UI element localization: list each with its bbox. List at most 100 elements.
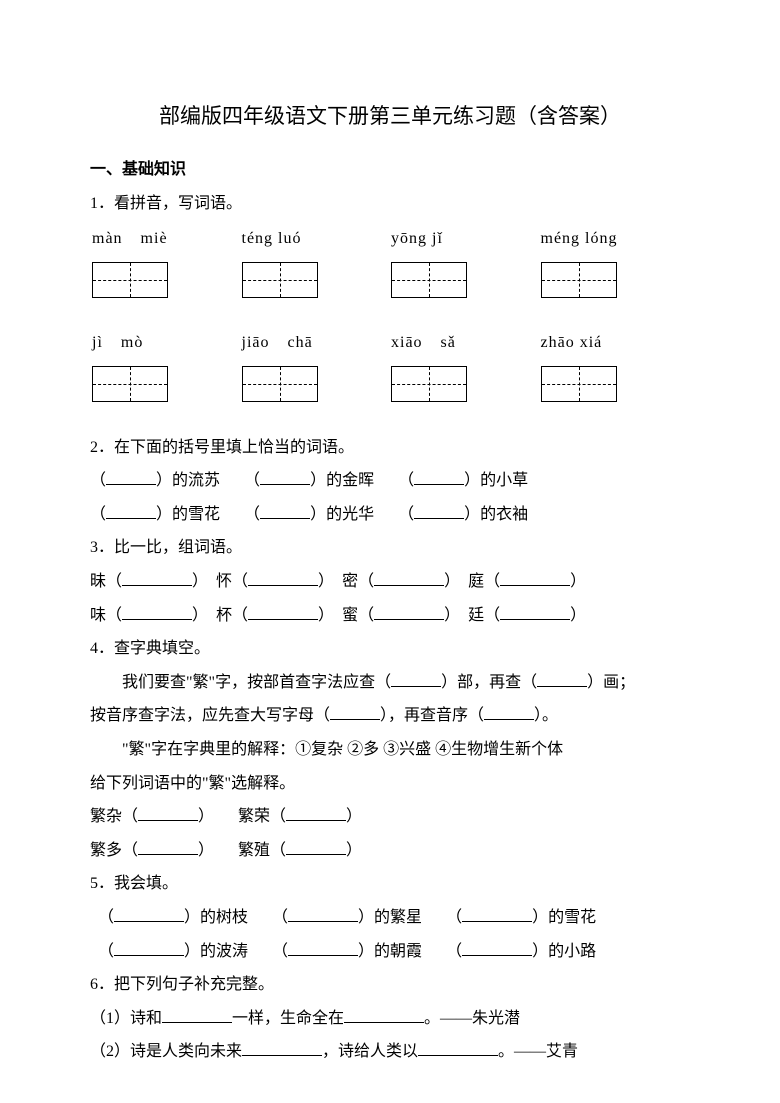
pinyin: màn (92, 230, 123, 247)
pinyin: miè (141, 230, 168, 247)
label: 。——艾青 (498, 1043, 578, 1060)
q2-text: 2．在下面的括号里填上恰当的词语。 (90, 431, 690, 465)
q4-line3: "繁"字在字典里的解释：①复杂 ②多 ③兴盛 ④生物增生新个体 (90, 733, 690, 767)
label: （1）诗和 (90, 1010, 162, 1027)
label: ）的小路 (532, 943, 596, 960)
fill-blank[interactable] (242, 1039, 322, 1056)
fill-blank[interactable] (462, 939, 532, 956)
label: 昧（ (90, 573, 122, 590)
fill-blank[interactable] (260, 502, 310, 519)
label: 杯（ (216, 607, 248, 624)
pinyin-cell: jìmò (92, 326, 242, 360)
label: ）的树枝 (184, 909, 248, 926)
fill-blank[interactable] (162, 1006, 232, 1023)
pinyin: xiāo (391, 334, 423, 351)
page-title: 部编版四年级语文下册第三单元练习题（含答案） (90, 95, 690, 139)
q3-line2: 味（） 杯（） 蜜（） 廷（） (90, 599, 690, 633)
char-box[interactable] (92, 262, 168, 298)
fill-blank[interactable] (391, 670, 441, 687)
label: 的小草 (480, 472, 528, 489)
fill-blank[interactable] (260, 468, 310, 485)
label: 繁多（ (90, 842, 138, 859)
label: 繁杂（ (90, 808, 138, 825)
label: 繁殖（ (238, 842, 286, 859)
pinyin: jì (92, 334, 103, 351)
pinyin: sǎ (441, 334, 456, 351)
label: 的光华 (326, 506, 374, 523)
fill-blank[interactable] (344, 1006, 424, 1023)
fill-blank[interactable] (418, 1039, 498, 1056)
pinyin-row-2: jìmò jiāo chā xiāo sǎ zhāo xiá (90, 326, 690, 360)
fill-blank[interactable] (248, 569, 318, 586)
fill-blank[interactable] (122, 603, 192, 620)
label: ）的繁星 (358, 909, 422, 926)
label: ）的雪花 (532, 909, 596, 926)
char-box[interactable] (242, 262, 318, 298)
q5-line2: （）的波涛 （）的朝霞 （）的小路 (90, 935, 690, 969)
fill-blank[interactable] (248, 603, 318, 620)
q1-text: 1．看拼音，写词语。 (90, 187, 690, 221)
fill-blank[interactable] (374, 569, 444, 586)
fill-blank[interactable] (286, 804, 346, 821)
fill-blank[interactable] (537, 670, 587, 687)
fill-blank[interactable] (138, 838, 198, 855)
char-box[interactable] (391, 366, 467, 402)
char-box[interactable] (541, 366, 617, 402)
fill-blank[interactable] (500, 569, 570, 586)
char-box[interactable] (541, 262, 617, 298)
fill-blank[interactable] (122, 569, 192, 586)
label: 蜜（ (342, 607, 374, 624)
label: 的雪花 (172, 506, 220, 523)
label: 。——朱光潜 (424, 1010, 520, 1027)
label: 按音序查字法，应先查大写字母（ (90, 707, 330, 724)
fill-blank[interactable] (374, 603, 444, 620)
fill-blank[interactable] (288, 905, 358, 922)
fill-blank[interactable] (106, 468, 156, 485)
label: 密（ (342, 573, 374, 590)
pinyin-cell: màn miè (92, 222, 242, 256)
label: ）的波涛 (184, 943, 248, 960)
label: 一样，生命全在 (232, 1010, 344, 1027)
pinyin-cell: méng lóng (541, 222, 691, 256)
char-box[interactable] (242, 366, 318, 402)
fill-blank[interactable] (330, 703, 380, 720)
label: ）。 (534, 707, 558, 724)
fill-blank[interactable] (114, 905, 184, 922)
label: 的流苏 (172, 472, 220, 489)
pinyin: chā (288, 334, 313, 351)
pinyin-row-1: mànmiè téng luó yōng jǐ méng lóng (90, 222, 690, 256)
q2-line1: （）的流苏 （）的金晖 （）的小草 (90, 464, 690, 498)
fill-blank[interactable] (288, 939, 358, 956)
label: ）画； (587, 674, 635, 691)
q4-line6: 繁多（） 繁殖（） (90, 834, 690, 868)
label: ，诗给人类以 (322, 1043, 418, 1060)
label: 庭（ (468, 573, 500, 590)
fill-blank[interactable] (484, 703, 534, 720)
fill-blank[interactable] (114, 939, 184, 956)
fill-blank[interactable] (106, 502, 156, 519)
pinyin-cell: jiāo chā (242, 326, 392, 360)
q5-text: 5．我会填。 (90, 867, 690, 901)
char-box[interactable] (92, 366, 168, 402)
boxes-row-2 (90, 366, 690, 415)
boxes-row-1 (90, 262, 690, 311)
q3-line1: 昧（） 怀（） 密（） 庭（） (90, 565, 690, 599)
pinyin-cell: téng luó (242, 222, 392, 256)
pinyin: jiāo (242, 334, 270, 351)
label: 廷（ (468, 607, 500, 624)
section-heading: 一、基础知识 (90, 153, 690, 187)
fill-blank[interactable] (462, 905, 532, 922)
fill-blank[interactable] (500, 603, 570, 620)
label: 的衣袖 (480, 506, 528, 523)
label: （2）诗是人类向未来 (90, 1043, 242, 1060)
label: ）部，再查（ (441, 674, 537, 691)
fill-blank[interactable] (286, 838, 346, 855)
fill-blank[interactable] (414, 468, 464, 485)
char-box[interactable] (391, 262, 467, 298)
q5-line1: （）的树枝 （）的繁星 （）的雪花 (90, 901, 690, 935)
q4-line4: 给下列词语中的"繁"选解释。 (90, 767, 690, 801)
fill-blank[interactable] (414, 502, 464, 519)
pinyin-cell: zhāo xiá (541, 326, 691, 360)
label: 繁荣（ (238, 808, 286, 825)
fill-blank[interactable] (138, 804, 198, 821)
